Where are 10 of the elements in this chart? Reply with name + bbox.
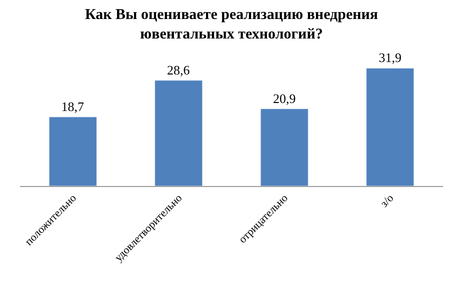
bar: [260, 108, 308, 186]
data-label: 20,9: [273, 90, 296, 106]
bar: [366, 68, 414, 186]
bar: [48, 116, 97, 186]
data-label: 31,9: [378, 50, 402, 66]
data-label: 18,7: [61, 98, 84, 114]
bar: [154, 80, 203, 186]
chart-title: Как Вы оцениваете реализацию внедрения ювентальных технологий?: [84, 6, 378, 42]
x-tick-label: з/о: [378, 192, 396, 210]
data-label: 28,6: [167, 62, 190, 78]
